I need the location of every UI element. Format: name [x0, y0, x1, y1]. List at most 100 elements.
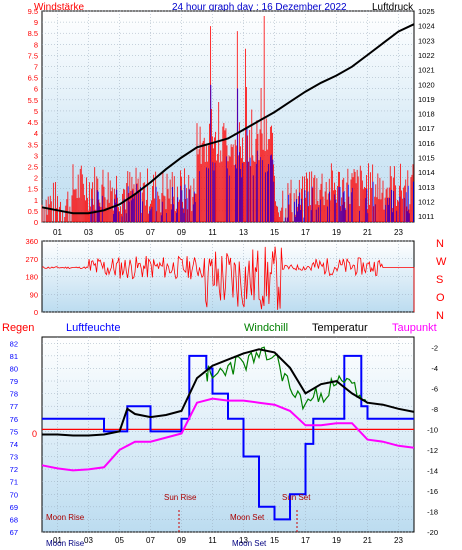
luftfeuchte-axis: 67 68 69 70 71 72 73 74 75 76 77 78 79 80 81 82: [10, 339, 18, 537]
humidity-tick: 69: [10, 503, 18, 512]
windstaerke-tick: 6.5: [28, 74, 38, 83]
temperature-series: [41, 346, 415, 521]
humidity-tick: 70: [10, 490, 18, 499]
x-tick-label: 21: [363, 536, 372, 545]
luftdruck-tick: 1015: [418, 154, 435, 163]
wind-direction-degree-axis: 0 90 180 270 360: [25, 237, 38, 317]
degree-tick: 180: [25, 273, 38, 282]
degree-tick: 0: [34, 308, 38, 317]
graph-title: 24 hour graph day : 16 Dezember 2022: [172, 2, 347, 13]
x-tick-label: 23: [394, 228, 403, 237]
x-tick-label: 21: [363, 228, 372, 237]
x-tick-label: 15: [270, 536, 279, 545]
temperature-tick: -20: [427, 528, 438, 537]
x-tick-label: 03: [84, 228, 93, 237]
luftdruck-tick: 1021: [418, 66, 435, 75]
x-tick-label: 07: [146, 228, 155, 237]
humidity-tick: 67: [10, 528, 18, 537]
luftdruck-tick: 1025: [418, 7, 435, 16]
luftdruck-tick: 1022: [418, 51, 435, 60]
windstaerke-tick: 0.5: [28, 207, 38, 216]
x-tick-label: 13: [239, 228, 248, 237]
temperature-tick: -14: [427, 466, 438, 475]
compass-tick: N: [436, 238, 444, 250]
luftdruck-axis: 1011 1012 1013 1014 1015 1016 1017 1018 1019 1020…: [418, 7, 435, 221]
temperature-tick: -8: [431, 405, 438, 414]
luftdruck-tick: 1019: [418, 95, 435, 104]
x-tick-label: 11: [208, 228, 217, 237]
windstaerke-tick: 2: [34, 174, 38, 183]
wind-pressure-grid: [42, 10, 414, 223]
humidity-line: [42, 354, 414, 521]
windstaerke-tick: 4.5: [28, 118, 38, 127]
windstaerke-tick: 3: [34, 151, 38, 160]
windstaerke-tick: 5: [34, 107, 38, 116]
x-tick-label: 17: [301, 228, 310, 237]
x-tick-label: 01: [53, 536, 62, 545]
legend-luftfeuchte: Luftfeuchte: [66, 322, 120, 334]
humidity-tick: 79: [10, 377, 18, 386]
temperature-tick: -10: [427, 425, 438, 434]
windstaerke-tick: 3.5: [28, 140, 38, 149]
humidity-tick: 68: [10, 515, 18, 524]
windstaerke-tick: 4: [34, 129, 38, 138]
x-tick-label: 05: [115, 228, 124, 237]
x-tick-label: 23: [394, 536, 403, 545]
x-tick-label: 13: [239, 536, 248, 545]
windstaerke-tick: 7: [34, 63, 38, 72]
temperature-x-axis: 01 03 05 07 09 11 13 15 17 19 21 23: [53, 536, 403, 545]
x-tick-label: 05: [115, 536, 124, 545]
wind-direction-trace: [41, 246, 415, 312]
luftdruck-label: Luftdruck: [372, 2, 414, 13]
luftdruck-tick: 1024: [418, 22, 435, 31]
windstaerke-tick: 6: [34, 85, 38, 94]
moonset-label: Moon Set: [230, 513, 265, 522]
x-tick-label: 19: [332, 536, 341, 545]
pressure-line: [41, 23, 415, 215]
legend-temperatur: Temperatur: [312, 322, 368, 334]
compass-tick: O: [436, 292, 445, 304]
sunset-label: Sun Set: [282, 493, 311, 502]
sunrise-label: Sun Rise: [164, 493, 197, 502]
windstaerke-tick: 1.5: [28, 185, 38, 194]
windstaerke-tick: 5.5: [28, 96, 38, 105]
windchill-line: [205, 346, 369, 411]
temperature-tick: -18: [427, 507, 438, 516]
legend-regen: Regen: [2, 322, 34, 334]
humidity-tick: 75: [10, 427, 18, 436]
wind-bars: [41, 15, 414, 222]
temperature-tick: -6: [431, 384, 438, 393]
dewpoint-line: [41, 397, 415, 472]
humidity-tick: 72: [10, 465, 18, 474]
degree-tick: 90: [30, 290, 38, 299]
humidity-tick: 73: [10, 453, 18, 462]
compass-tick: S: [436, 274, 443, 286]
degree-tick: 360: [25, 237, 38, 246]
temperature-tick: -12: [427, 446, 438, 455]
luftdruck-tick: 1020: [418, 80, 435, 89]
legend-taupunkt: Taupunkt: [392, 322, 437, 334]
humidity-tick: 74: [10, 440, 18, 449]
temperature-line: [42, 348, 415, 437]
bottom-moonset-label: Moon Set: [232, 539, 267, 548]
x-tick-label: 01: [53, 228, 62, 237]
x-tick-label: 09: [177, 536, 186, 545]
temperature-tick: -16: [427, 487, 438, 496]
luftdruck-tick: 1017: [418, 124, 435, 133]
x-tick-label: 09: [177, 228, 186, 237]
x-tick-label: 15: [270, 228, 279, 237]
luftdruck-tick: 1014: [418, 168, 435, 177]
humidity-tick: 71: [10, 478, 18, 487]
windstaerke-tick: 0: [34, 218, 38, 227]
windstaerke-label: Windstärke: [34, 2, 84, 13]
windstaerke-tick: 1: [34, 196, 38, 205]
windstaerke-tick: 8.5: [28, 29, 38, 38]
luftdruck-tick: 1016: [418, 139, 435, 148]
humidity-tick: 78: [10, 390, 18, 399]
x-tick-label: 07: [146, 536, 155, 545]
wind-direction-line: [41, 246, 415, 312]
temperature-tick: -4: [431, 364, 438, 373]
